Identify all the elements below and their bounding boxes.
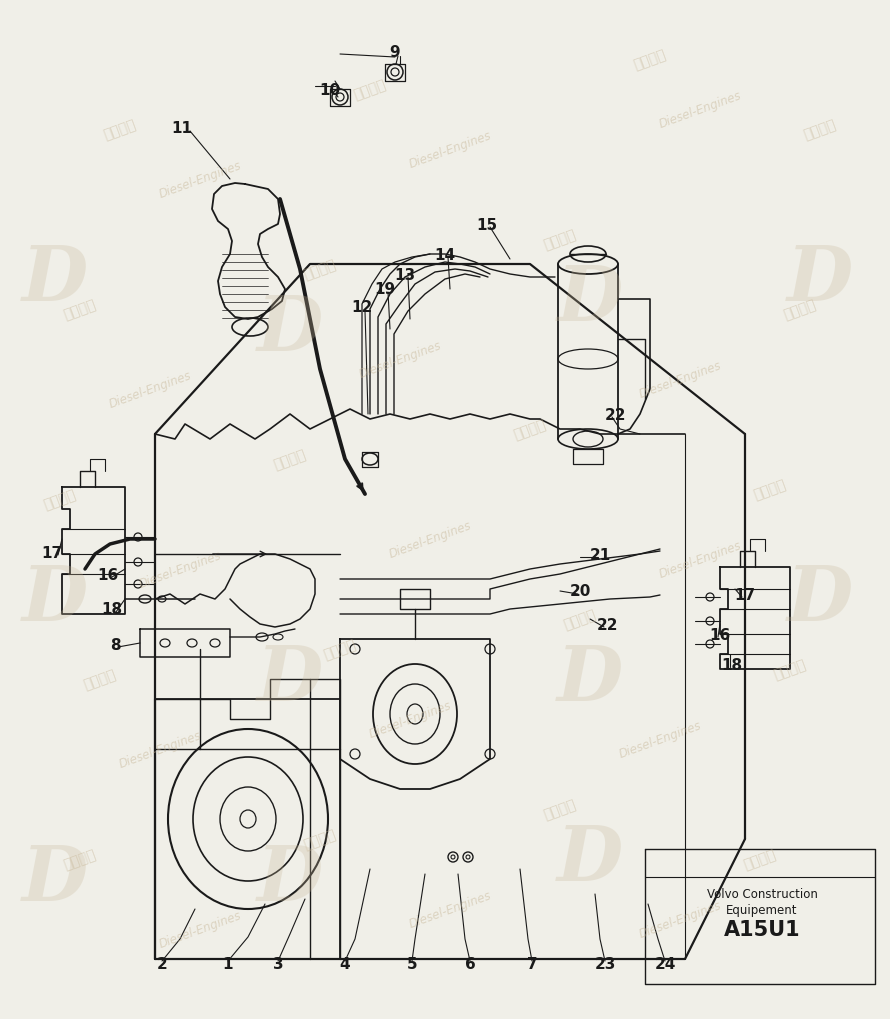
Text: 1: 1 bbox=[222, 957, 233, 971]
Text: Diesel-Engines: Diesel-Engines bbox=[137, 548, 223, 590]
Text: Diesel-Engines: Diesel-Engines bbox=[657, 89, 743, 130]
Text: D: D bbox=[22, 562, 88, 637]
Text: Diesel-Engines: Diesel-Engines bbox=[117, 729, 203, 770]
Text: 21: 21 bbox=[589, 547, 611, 561]
Text: Diesel-Engines: Diesel-Engines bbox=[617, 718, 703, 760]
Text: 16: 16 bbox=[97, 567, 118, 582]
Text: 6: 6 bbox=[465, 957, 475, 971]
Text: 紫发动力: 紫发动力 bbox=[302, 258, 338, 282]
Text: 18: 18 bbox=[101, 602, 123, 616]
Text: 17: 17 bbox=[734, 587, 756, 602]
Text: 10: 10 bbox=[320, 83, 341, 98]
Text: 20: 20 bbox=[570, 584, 591, 599]
Text: D: D bbox=[257, 292, 323, 367]
Text: D: D bbox=[557, 642, 623, 716]
Text: Diesel-Engines: Diesel-Engines bbox=[637, 898, 723, 941]
Text: 紫发动力: 紫发动力 bbox=[752, 477, 789, 501]
Text: D: D bbox=[557, 263, 623, 336]
Text: A15U1: A15U1 bbox=[724, 919, 800, 940]
Text: D: D bbox=[257, 642, 323, 716]
Text: Equipement: Equipement bbox=[726, 904, 797, 917]
Text: 5: 5 bbox=[407, 957, 417, 971]
Text: 19: 19 bbox=[375, 282, 395, 298]
Text: 紫发动力: 紫发动力 bbox=[772, 657, 808, 682]
Text: 12: 12 bbox=[352, 301, 373, 315]
Text: Volvo Construction: Volvo Construction bbox=[707, 888, 817, 901]
Text: 18: 18 bbox=[722, 657, 742, 672]
Text: 22: 22 bbox=[596, 616, 618, 632]
Text: 16: 16 bbox=[709, 627, 731, 642]
Text: 紫发动力: 紫发动力 bbox=[512, 418, 548, 442]
Text: 紫发动力: 紫发动力 bbox=[782, 298, 818, 322]
Text: 8: 8 bbox=[109, 637, 120, 652]
Text: 紫发动力: 紫发动力 bbox=[62, 847, 98, 871]
Text: 紫发动力: 紫发动力 bbox=[802, 117, 838, 143]
Text: Diesel-Engines: Diesel-Engines bbox=[407, 129, 493, 171]
Text: 紫发动力: 紫发动力 bbox=[352, 77, 388, 102]
Text: Diesel-Engines: Diesel-Engines bbox=[357, 338, 443, 380]
Text: 7: 7 bbox=[527, 957, 538, 971]
Text: 紫发动力: 紫发动力 bbox=[322, 637, 358, 661]
Text: 紫发动力: 紫发动力 bbox=[742, 847, 778, 871]
Text: 11: 11 bbox=[172, 120, 192, 136]
Text: 紫发动力: 紫发动力 bbox=[101, 117, 138, 143]
Text: 紫发动力: 紫发动力 bbox=[542, 797, 578, 821]
Text: Diesel-Engines: Diesel-Engines bbox=[657, 538, 743, 581]
Text: 23: 23 bbox=[595, 957, 616, 971]
Text: 2: 2 bbox=[157, 957, 167, 971]
Text: 紫发动力: 紫发动力 bbox=[42, 487, 78, 512]
Text: 13: 13 bbox=[394, 267, 416, 282]
Text: Diesel-Engines: Diesel-Engines bbox=[107, 369, 193, 411]
Text: Diesel-Engines: Diesel-Engines bbox=[157, 908, 243, 950]
Text: D: D bbox=[22, 243, 88, 317]
Text: Diesel-Engines: Diesel-Engines bbox=[637, 359, 723, 400]
Text: 24: 24 bbox=[654, 957, 676, 971]
Text: 22: 22 bbox=[604, 408, 626, 422]
Text: Diesel-Engines: Diesel-Engines bbox=[367, 698, 453, 740]
Text: Diesel-Engines: Diesel-Engines bbox=[407, 889, 493, 930]
Text: Diesel-Engines: Diesel-Engines bbox=[387, 519, 473, 560]
Text: Diesel-Engines: Diesel-Engines bbox=[157, 159, 243, 201]
Text: 紫发动力: 紫发动力 bbox=[62, 298, 98, 322]
Text: 4: 4 bbox=[340, 957, 351, 971]
Text: 3: 3 bbox=[272, 957, 283, 971]
Text: D: D bbox=[787, 562, 854, 637]
Text: 17: 17 bbox=[42, 545, 62, 560]
Text: D: D bbox=[557, 822, 623, 896]
Text: 紫发动力: 紫发动力 bbox=[542, 227, 578, 252]
Text: 紫发动力: 紫发动力 bbox=[632, 48, 668, 72]
Text: 紫发动力: 紫发动力 bbox=[302, 826, 338, 852]
Text: 14: 14 bbox=[434, 248, 456, 262]
Text: 9: 9 bbox=[390, 45, 400, 59]
Text: D: D bbox=[787, 243, 854, 317]
Text: D: D bbox=[22, 842, 88, 916]
Text: 紫发动力: 紫发动力 bbox=[82, 667, 118, 692]
Text: D: D bbox=[257, 842, 323, 916]
Text: 15: 15 bbox=[476, 217, 498, 232]
Text: 紫发动力: 紫发动力 bbox=[562, 607, 598, 632]
Text: 紫发动力: 紫发动力 bbox=[271, 447, 308, 472]
